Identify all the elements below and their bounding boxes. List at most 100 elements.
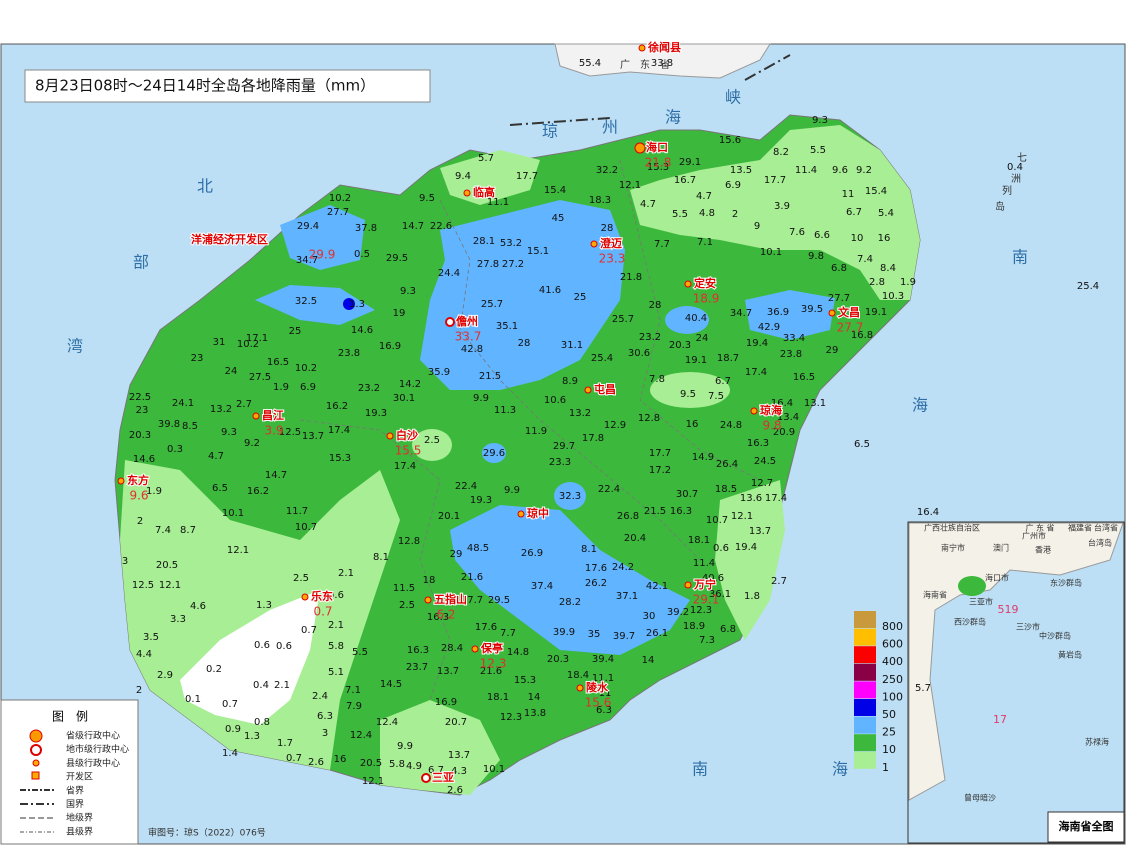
legend-symbols xyxy=(20,729,54,833)
station-value: 29 xyxy=(450,549,463,560)
zone xyxy=(412,429,452,461)
station-value: 16.3 xyxy=(670,506,692,517)
station-value: 28.1 xyxy=(473,236,495,247)
inset-label: 中沙群岛 xyxy=(1039,631,1071,641)
city: 文昌 27.7 xyxy=(828,304,863,335)
city-rain: 3.9 xyxy=(264,424,283,438)
station-value: 14.9 xyxy=(692,452,714,463)
station-value: 20.5 xyxy=(156,560,178,571)
station-value: 25 xyxy=(289,326,302,337)
station-value: 2 xyxy=(136,685,142,696)
station-value: 7.7 xyxy=(500,628,516,639)
station-value: 27.2 xyxy=(502,259,524,270)
station-value: 20.3 xyxy=(669,340,691,351)
station-value: 37.1 xyxy=(616,591,638,602)
station-value: 20.5 xyxy=(360,758,382,769)
border xyxy=(619,159,761,481)
station-value: 24 xyxy=(225,366,238,377)
scale-label: 250 xyxy=(882,673,903,686)
legend-box xyxy=(0,699,139,845)
station-value: 12.8 xyxy=(398,536,420,547)
station-value: 20.7 xyxy=(445,717,467,728)
station-value: 16.4 xyxy=(917,507,939,518)
station-value: 1.9 xyxy=(146,486,162,497)
station-value: 16.4 xyxy=(771,398,793,409)
rain-zone-none xyxy=(180,590,320,725)
station-value: 29.7 xyxy=(553,441,575,452)
county-icon xyxy=(117,477,125,485)
city: 陵水 15.6 xyxy=(576,679,611,710)
station-value: 9.5 xyxy=(680,389,696,400)
station-value: 11.4 xyxy=(693,558,715,569)
station-value: 13.8 xyxy=(524,708,546,719)
station-value: 13.7 xyxy=(437,666,459,677)
station-value: 14.2 xyxy=(399,379,421,390)
station-value: 2.1 xyxy=(328,620,344,631)
station-value: 14.7 xyxy=(265,470,287,481)
zone xyxy=(450,505,690,655)
station-value: 30.1 xyxy=(393,393,415,404)
station-value: 32.3 xyxy=(559,491,581,502)
station-value: 32.2 xyxy=(596,165,618,176)
station-value: 31 xyxy=(213,337,226,348)
city: 定安 18.9 xyxy=(684,275,719,306)
city-rain: 23.3 xyxy=(599,252,626,266)
scale-label: 25 xyxy=(882,726,896,739)
station-value: 1.3 xyxy=(244,731,260,742)
station-value: 12.1 xyxy=(227,545,249,556)
station-value: 17.7 xyxy=(516,171,538,182)
station-value: 37.8 xyxy=(355,223,377,234)
station-value: 6.7 xyxy=(715,376,731,387)
station-value: 0.6 xyxy=(328,590,344,601)
station-value: 12.1 xyxy=(731,511,753,522)
station-value: 10.6 xyxy=(544,395,566,406)
station-value: 30.6 xyxy=(628,348,650,359)
station-value: 6.5 xyxy=(854,439,870,450)
station-value: 12.1 xyxy=(619,180,641,191)
county-icon xyxy=(471,645,479,653)
station-value: 18.1 xyxy=(487,692,509,703)
station-value: 2.5 xyxy=(424,435,440,446)
station-value: 35.1 xyxy=(496,321,518,332)
station-value: 11.1 xyxy=(592,673,614,684)
inset-label: 福建省 xyxy=(1068,523,1092,533)
station-value: 9 xyxy=(754,221,760,232)
station-value: 6.9 xyxy=(725,180,741,191)
station-value: 31.1 xyxy=(561,340,583,351)
sea-label: 北 xyxy=(197,177,213,196)
county-icon xyxy=(576,684,584,692)
station-value: 23.8 xyxy=(338,348,360,359)
station-value: 2.1 xyxy=(338,568,354,579)
scale-label: 10 xyxy=(882,743,896,756)
sea-label: 岛 xyxy=(995,200,1005,213)
city-name: 陵水 xyxy=(586,680,609,694)
station-value: 21.5 xyxy=(644,506,666,517)
station-value: 35 xyxy=(588,629,601,640)
station-value: 7.6 xyxy=(789,227,805,238)
station-value: 21.6 xyxy=(461,572,483,583)
station-value: 7.4 xyxy=(155,525,171,536)
station-value: 11.1 xyxy=(487,197,509,208)
county-icon xyxy=(463,189,471,197)
mainland xyxy=(554,43,771,79)
legend-title: 图 例 xyxy=(52,710,88,724)
city-name: 琼海 xyxy=(760,403,782,417)
legend-item: 国界 xyxy=(66,799,84,810)
station-value: 13.2 xyxy=(210,404,232,415)
station-value: 39.4 xyxy=(592,654,614,665)
zone xyxy=(715,480,785,640)
legend-item: 省界 xyxy=(66,784,84,796)
zone xyxy=(665,306,709,334)
station-value: 12.9 xyxy=(604,420,626,431)
station-value: 26.2 xyxy=(585,578,607,589)
station-value: 15.1 xyxy=(527,246,549,257)
county-icon xyxy=(638,44,646,52)
station-value: 30.7 xyxy=(676,489,698,500)
station-value: 12.4 xyxy=(350,730,372,741)
sea-label: 海 xyxy=(665,108,681,127)
station-value: 1.9 xyxy=(273,382,289,393)
city-name: 东方 xyxy=(127,473,149,487)
station-value: 0.4 xyxy=(253,680,269,691)
station-value: 26.9 xyxy=(521,548,543,559)
station-value: 24.5 xyxy=(754,456,776,467)
